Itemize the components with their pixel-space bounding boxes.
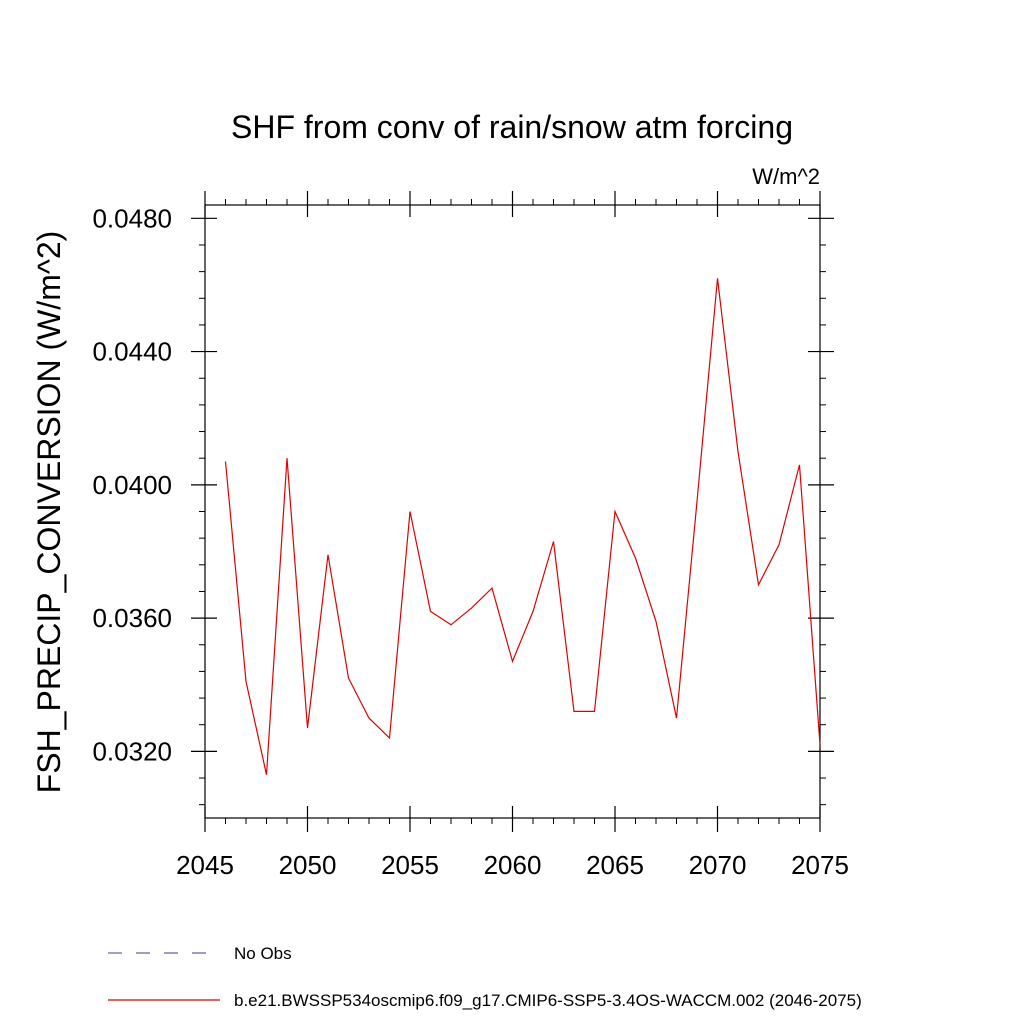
plot-frame xyxy=(204,204,821,819)
y-axis: 0.0320 0.0360 0.0400 0.0440 0.0480 xyxy=(92,203,834,806)
y-axis-label: FSH_PRECIP_CONVERSION (W/m^2) xyxy=(31,231,67,794)
plot-border xyxy=(204,204,821,819)
y-tick-label: 0.0400 xyxy=(92,470,172,500)
legend-label: No Obs xyxy=(234,944,292,963)
legend-label: b.e21.BWSSP534oscmip6.f09_g17.CMIP6-SSP5… xyxy=(234,991,862,1010)
y-tick-label: 0.0480 xyxy=(92,203,172,233)
x-axis: 2045 2050 2055 2060 2065 2070 2075 xyxy=(176,191,849,880)
series-layer xyxy=(224,278,821,775)
x-tick-label: 2050 xyxy=(279,850,337,880)
units-label: W/m^2 xyxy=(752,164,820,189)
legend: No Obs b.e21.BWSSP534oscmip6.f09_g17.CMIP… xyxy=(108,944,862,1010)
x-tick-label: 2065 xyxy=(586,850,644,880)
x-tick-label: 2055 xyxy=(381,850,439,880)
y-tick-label: 0.0320 xyxy=(92,736,172,766)
y-tick-label: 0.0360 xyxy=(92,603,172,633)
x-tick-label: 2075 xyxy=(791,850,849,880)
x-tick-label: 2070 xyxy=(689,850,747,880)
chart-title: SHF from conv of rain/snow atm forcing xyxy=(231,109,793,145)
x-tick-label: 2045 xyxy=(176,850,234,880)
x-tick-label: 2060 xyxy=(484,850,542,880)
y-tick-label: 0.0440 xyxy=(92,337,172,367)
series-line xyxy=(224,278,821,775)
